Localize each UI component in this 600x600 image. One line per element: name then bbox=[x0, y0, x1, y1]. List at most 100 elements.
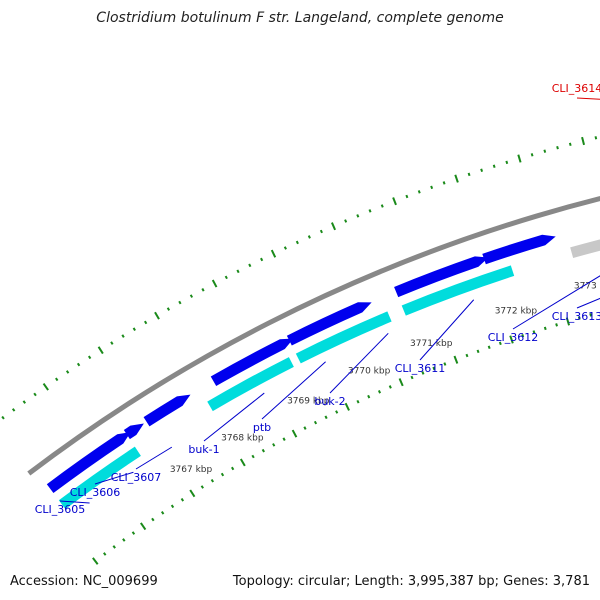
inner-tick-mark bbox=[443, 362, 447, 366]
kbp-tick-label: 3772 kbp bbox=[495, 307, 538, 317]
inner-tick-mark bbox=[200, 485, 204, 489]
inner-tick-mark bbox=[498, 341, 502, 346]
inner-tick-mark bbox=[521, 333, 525, 338]
outer-tick-mark bbox=[556, 145, 559, 150]
reverse-gene-arrow[interactable] bbox=[58, 446, 141, 510]
outer-tick-mark bbox=[319, 229, 323, 234]
kbp-tick-label: 3769 kbp bbox=[287, 397, 330, 407]
inner-tick-mark bbox=[92, 557, 99, 565]
inner-tick-mark bbox=[398, 378, 404, 387]
reverse-gene-arrow[interactable] bbox=[295, 311, 392, 364]
outer-tick-mark bbox=[356, 214, 360, 218]
gene-features bbox=[46, 223, 600, 510]
outer-tick-mark bbox=[270, 249, 277, 258]
inner-tick-mark bbox=[251, 454, 255, 459]
inner-tick-mark bbox=[131, 531, 136, 535]
outer-tick-mark bbox=[380, 204, 384, 208]
forward-gene-arrow[interactable] bbox=[46, 431, 131, 494]
inner-tick-mark bbox=[303, 426, 307, 430]
forward-gene-arrow[interactable] bbox=[482, 234, 556, 265]
gene-label: CLI_3606 bbox=[70, 486, 121, 499]
outer-tick-mark bbox=[55, 377, 59, 382]
outer-tick-mark bbox=[154, 311, 160, 320]
gene-label: buk-2 bbox=[314, 395, 345, 408]
gene-label-leader bbox=[329, 332, 389, 394]
inner-tick-mark bbox=[291, 429, 298, 438]
outer-tick-mark bbox=[442, 181, 446, 185]
annotation-labels: 3767 kbp 3768 kbp 3769 kbp 3770 kbp 3771 kbp… bbox=[35, 82, 600, 516]
outer-tick-mark bbox=[330, 222, 337, 231]
reverse-gene-arrow[interactable] bbox=[570, 223, 600, 259]
outer-tick-mark bbox=[392, 197, 397, 206]
outer-tick-mark bbox=[417, 190, 421, 194]
inner-tick-mark bbox=[367, 394, 371, 399]
inner-tick-mark bbox=[577, 316, 581, 320]
gene-label-leader bbox=[576, 297, 600, 309]
gene-label-leader bbox=[94, 471, 134, 485]
forward-gene-arrow[interactable] bbox=[143, 394, 191, 427]
outer-tick-mark bbox=[368, 209, 372, 213]
outer-tick-mark bbox=[1, 415, 5, 420]
outer-tick-mark bbox=[121, 334, 125, 338]
inner-tick-mark bbox=[465, 353, 469, 358]
inner-tick-mark bbox=[565, 317, 571, 326]
outer-tick-mark bbox=[594, 136, 598, 140]
outer-tick-mark bbox=[517, 154, 522, 163]
outer-tick-mark bbox=[307, 235, 311, 239]
reverse-gene-arrow[interactable] bbox=[207, 357, 294, 412]
outer-tick-mark bbox=[505, 160, 509, 165]
outer-tick-mark bbox=[581, 136, 586, 146]
outer-tick-mark bbox=[430, 185, 434, 190]
inner-tick-mark bbox=[239, 458, 246, 467]
inner-tick-mark bbox=[421, 371, 425, 375]
outer-tick-mark bbox=[568, 142, 572, 146]
gene-label-leader bbox=[419, 299, 475, 361]
forward-gene-arrow[interactable] bbox=[210, 338, 294, 387]
gene-label-leader bbox=[135, 446, 173, 470]
forward-gene-arrow[interactable] bbox=[394, 256, 489, 298]
outer-tick-mark bbox=[65, 370, 70, 374]
topology-label: Topology: circular; Length: 3,995,387 bp… bbox=[232, 574, 590, 589]
inner-tick-mark bbox=[555, 323, 558, 327]
inner-tick-mark bbox=[313, 420, 318, 425]
reverse-gene-arrow[interactable] bbox=[401, 265, 515, 316]
inner-tick-mark bbox=[151, 517, 155, 522]
inner-tick-mark bbox=[272, 443, 276, 447]
inner-tick-mark bbox=[160, 511, 165, 515]
gene-label-leader bbox=[261, 361, 326, 420]
outer-tick-mark bbox=[189, 294, 194, 298]
gene-label: CLI_3613 bbox=[552, 310, 600, 323]
inner-tick-mark bbox=[112, 545, 116, 549]
outer-tick-mark bbox=[166, 307, 171, 311]
inner-tick-mark bbox=[170, 504, 175, 509]
inner-tick-mark bbox=[432, 366, 436, 371]
inner-tick-dots bbox=[92, 313, 593, 565]
inner-tick-mark bbox=[410, 375, 414, 380]
outer-tick-mark bbox=[248, 263, 252, 268]
inner-tick-mark bbox=[453, 355, 459, 364]
outer-tick-mark bbox=[110, 341, 114, 345]
genome-title: Clostridium botulinum F str. Langeland, … bbox=[96, 10, 504, 26]
kbp-tick-label: 3771 kbp bbox=[410, 339, 453, 349]
outer-tick-mark bbox=[132, 327, 136, 332]
inner-tick-mark bbox=[335, 410, 339, 414]
inner-tick-mark bbox=[324, 415, 328, 420]
forward-gene-arrow[interactable] bbox=[123, 423, 144, 440]
inner-tick-mark bbox=[543, 326, 547, 331]
outer-tick-mark bbox=[492, 164, 496, 168]
inner-tick-mark bbox=[388, 385, 392, 389]
outer-tick-mark bbox=[33, 392, 37, 397]
inner-tick-mark bbox=[589, 313, 593, 317]
gene-label-leader bbox=[203, 392, 265, 442]
gene-label: CLI_3607 bbox=[111, 471, 162, 484]
outer-tick-mark bbox=[530, 153, 534, 157]
gene-label-leader bbox=[512, 275, 600, 330]
inner-tick-mark bbox=[532, 330, 536, 334]
inner-tick-mark bbox=[282, 437, 286, 441]
gene-label: CLI_3605 bbox=[35, 503, 86, 516]
outer-tick-mark bbox=[178, 300, 182, 305]
inner-tick-mark bbox=[140, 522, 147, 531]
forward-gene-arrow[interactable] bbox=[286, 302, 372, 346]
kbp-tick-label: 3773 kbp bbox=[574, 281, 600, 291]
kbp-tick-label: 3770 kbp bbox=[348, 366, 391, 376]
